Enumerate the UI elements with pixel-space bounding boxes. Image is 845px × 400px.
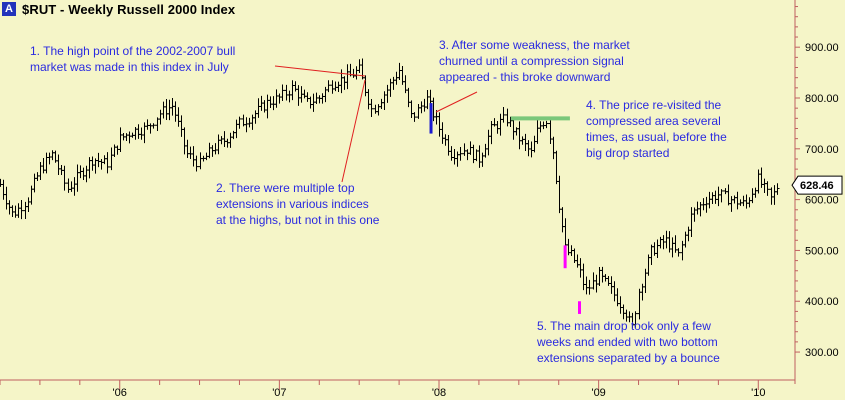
note-3-arrow	[435, 91, 478, 113]
time-tick-label: '10	[751, 387, 765, 399]
time-tick-label: '09	[591, 387, 605, 399]
note-1: 1. The high point of the 2002-2007 bull …	[30, 44, 236, 74]
note-3: 3. After some weakness, the market churn…	[439, 38, 630, 84]
note-2-arrow	[341, 79, 366, 183]
chart-badge: A	[2, 2, 16, 16]
last-price-box	[791, 175, 843, 195]
price-axis: 300.00 400.00 500.00 600.00 700.00 800.00 900.…	[795, 6, 839, 359]
chart-overlays	[429, 103, 581, 314]
price-tick-label: 300.00	[805, 347, 839, 359]
price-tick-label: 700.00	[805, 144, 839, 156]
note-2: 2. There were multiple top extensions in…	[216, 181, 380, 227]
time-tick-label: '07	[272, 387, 286, 399]
price-tick-label: 500.00	[805, 245, 839, 257]
time-axis: '06 '07 '08 '09 '10	[0, 380, 765, 399]
annotation-arrows	[274, 65, 478, 183]
last-price-marker: 628.46	[791, 175, 843, 195]
time-tick-label: '08	[432, 387, 446, 399]
time-tick-label: '06	[113, 387, 127, 399]
price-tick-label: 900.00	[805, 42, 839, 54]
price-tick-label: 800.00	[805, 93, 839, 105]
note-5: 5. The main drop took only a few weeks a…	[537, 319, 720, 365]
chart-title: $RUT - Weekly Russell 2000 Index	[22, 1, 236, 17]
last-price-label: 628.46	[800, 180, 834, 192]
note-4: 4. The price re-visited the compressed a…	[586, 98, 727, 160]
chart-header: A $RUT - Weekly Russell 2000 Index	[0, 0, 235, 18]
price-tick-label: 400.00	[805, 296, 839, 308]
ohlc-bars	[0, 58, 780, 329]
price-tick-label: 600.00	[805, 195, 839, 207]
note-1-arrow	[274, 65, 366, 77]
